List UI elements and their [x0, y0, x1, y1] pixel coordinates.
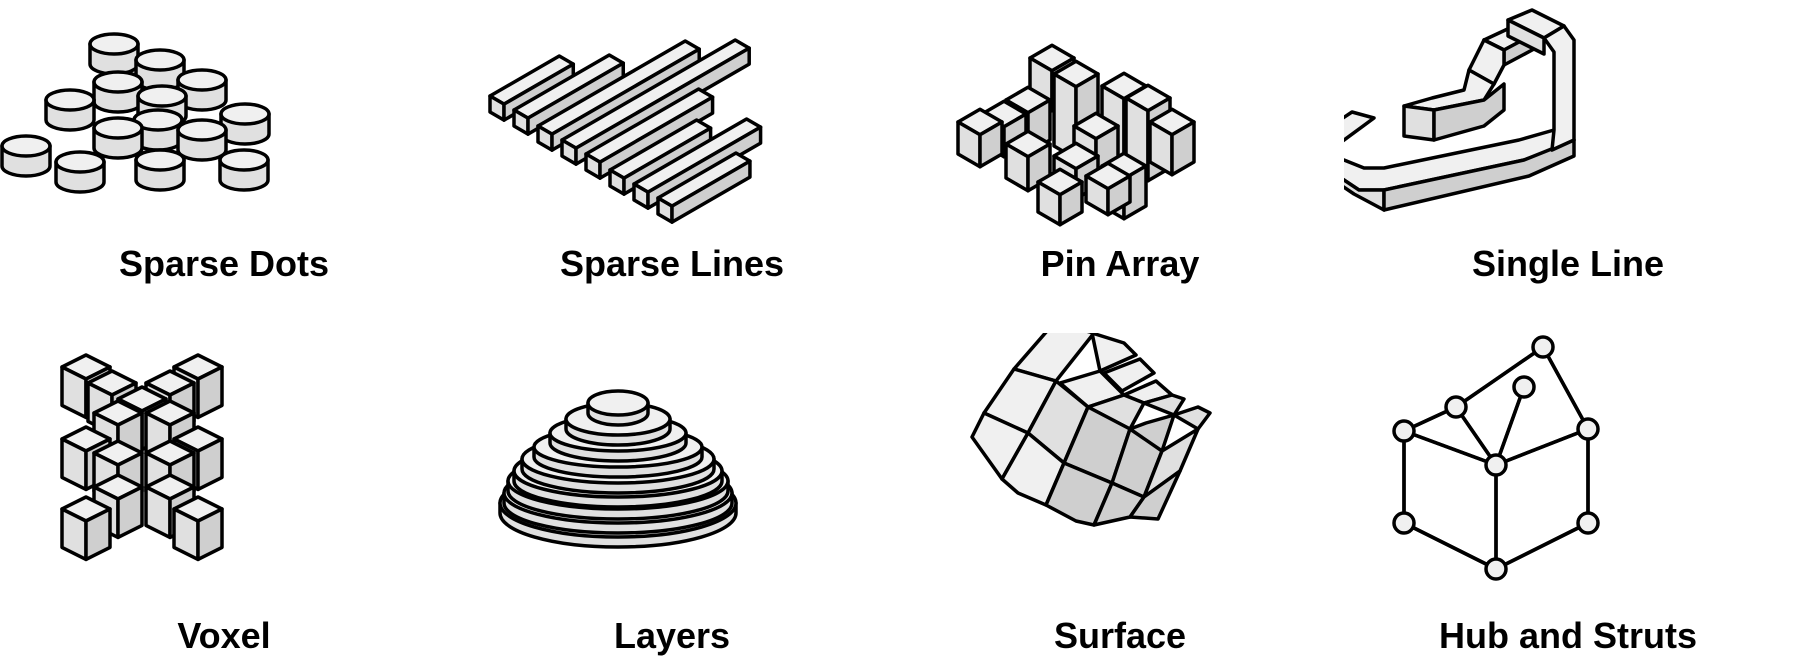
pin-box	[1036, 167, 1084, 227]
dot-cylinder	[134, 148, 186, 192]
item-label: Hub and Struts	[1439, 615, 1697, 656]
hub	[1484, 557, 1508, 581]
hub	[1444, 395, 1468, 419]
hub	[1531, 335, 1555, 359]
dot-cylinder	[176, 68, 228, 112]
voxel-cube	[60, 495, 112, 562]
pin-box	[956, 107, 1004, 169]
item-label: Pin Array	[1040, 243, 1200, 284]
dot-cylinder	[92, 116, 144, 160]
item-sparse-dots: Sparse Dots	[0, 0, 448, 333]
item-label: Voxel	[177, 615, 271, 656]
dot-cylinder	[92, 70, 144, 114]
hub	[1392, 419, 1416, 443]
voxel-icon	[60, 353, 224, 562]
item-label: Sparse Dots	[118, 243, 330, 284]
dot-cylinder	[88, 32, 140, 76]
item-single-line: Single Line	[1344, 0, 1792, 333]
item-sparse-lines: Sparse Lines	[448, 0, 896, 333]
dot-cylinder	[0, 134, 52, 178]
item-layers: Layers	[448, 333, 896, 666]
voxel-cube	[172, 495, 224, 562]
pin-box	[1004, 129, 1052, 193]
item-hub-and-struts: Hub and Struts	[1344, 333, 1792, 666]
layers-icon	[498, 389, 738, 549]
item-pin-array: Pin Array	[896, 0, 1344, 333]
voxel-cube	[172, 353, 224, 420]
hub	[1576, 417, 1600, 441]
strut	[1494, 385, 1526, 467]
strut	[1402, 521, 1498, 571]
dot-cylinder	[219, 102, 271, 146]
hub	[1576, 511, 1600, 535]
item-label: Surface	[1053, 615, 1187, 656]
hub	[1512, 375, 1536, 399]
surface-icon	[970, 333, 1212, 527]
hub	[1484, 453, 1508, 477]
strut	[1494, 521, 1590, 571]
item-label: Single Line	[1471, 243, 1665, 284]
item-voxel: Voxel	[0, 333, 448, 666]
pin-box	[1084, 161, 1132, 217]
sparse-lines-icon	[488, 38, 763, 224]
layer-disc	[586, 389, 650, 427]
item-surface: Surface	[896, 333, 1344, 666]
pin-box	[1148, 107, 1196, 177]
dot-cylinder	[218, 148, 270, 192]
item-label: Layers	[613, 615, 731, 656]
dot-cylinder	[54, 150, 106, 194]
hub-and-struts-icon	[1392, 335, 1600, 581]
strut	[1454, 345, 1545, 409]
strut	[1402, 429, 1498, 467]
item-label: Sparse Lines	[559, 243, 785, 284]
line-bar	[656, 151, 752, 224]
strut	[1494, 427, 1590, 467]
single-line-icon	[1344, 8, 1576, 212]
pin-array-icon	[956, 43, 1196, 227]
sparse-dots-icon	[0, 32, 271, 194]
strut	[1541, 345, 1590, 431]
dot-cylinder	[176, 118, 228, 162]
hub	[1392, 511, 1416, 535]
dot-cylinder	[44, 88, 96, 132]
